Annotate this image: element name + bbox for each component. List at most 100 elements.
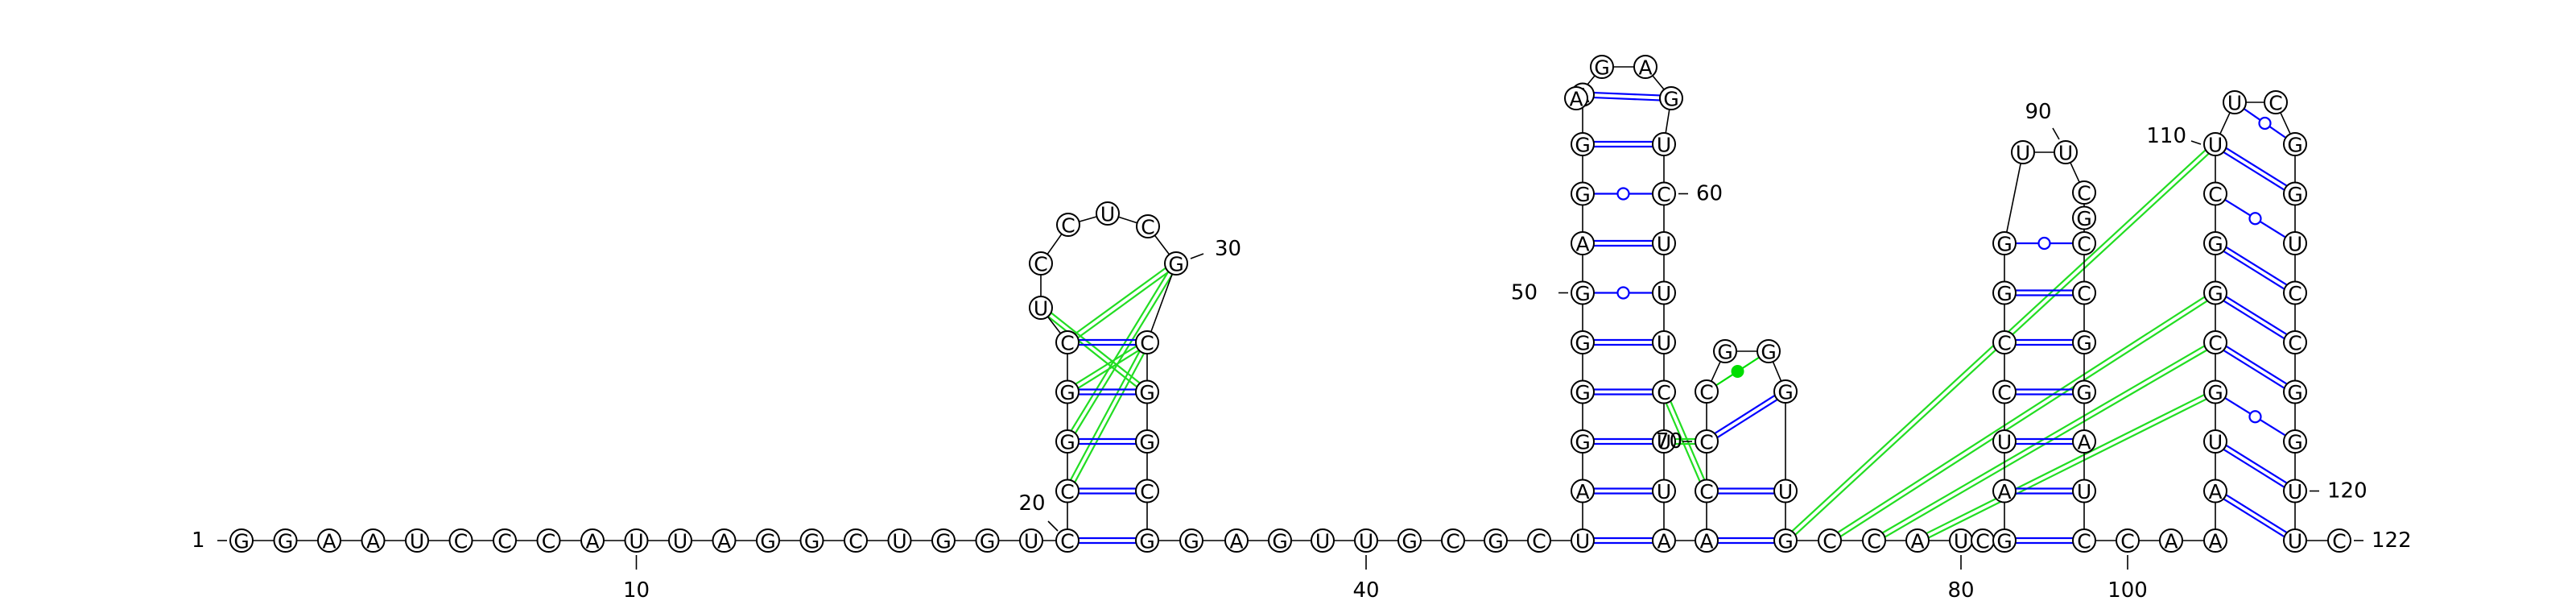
nucleotide-letter: A xyxy=(2164,530,2178,553)
nucleotide-73: G xyxy=(1757,339,1781,364)
base-pair-canonical xyxy=(1594,388,1653,396)
base-pair-canonical xyxy=(2016,537,2073,545)
nucleotide-circle xyxy=(2203,330,2227,354)
nucleotide-120: U xyxy=(2283,479,2307,503)
backbone-link xyxy=(2219,112,2231,135)
nucleotide-letter: G xyxy=(1575,332,1590,355)
nucleotide-circle xyxy=(1354,528,1378,553)
nucleotide-46: A xyxy=(1571,479,1595,503)
position-label-10: 10 xyxy=(623,578,650,603)
nucleotide-letter: A xyxy=(1229,530,1243,553)
nucleotide-40: U xyxy=(1354,528,1378,553)
nucleotide-69: C xyxy=(1695,479,1719,503)
backbone-link xyxy=(2280,112,2291,135)
nucleotide-circle xyxy=(844,528,868,553)
nucleotide-letter: G xyxy=(278,530,293,553)
nucleotide-51: A xyxy=(1571,231,1595,256)
base-pair-canonical xyxy=(1079,437,1136,445)
base-pair-canonical xyxy=(1079,487,1136,495)
nucleotide-81: C xyxy=(1971,528,1995,553)
nucleotide-circle xyxy=(1571,379,1595,404)
nucleotide-circle xyxy=(1397,528,1422,553)
nucleotide-circle xyxy=(1571,181,1595,206)
position-tick xyxy=(1190,253,1204,259)
nucleotide-circle xyxy=(229,528,254,553)
nucleotide-circle xyxy=(1055,479,1080,503)
base-pair-canonical xyxy=(1593,91,1661,102)
nucleotide-letter: C xyxy=(1997,332,2011,355)
nucleotide-circle xyxy=(1713,339,1737,363)
nucleotide-letter: U xyxy=(1657,233,1671,256)
nucleotide-circle xyxy=(2283,280,2307,305)
nucleotide-circle xyxy=(1695,479,1719,503)
pseudoknot-pair xyxy=(1075,345,1140,389)
base-pair-wobble xyxy=(2224,198,2286,238)
nucleotide-2: G xyxy=(273,528,298,553)
nucleotide-83: A xyxy=(1992,479,2017,503)
nucleotide-121: U xyxy=(2283,528,2307,553)
pseudoknot-pair xyxy=(1070,271,1174,434)
nucleotide-circle xyxy=(2283,479,2307,503)
nucleotide-8: C xyxy=(536,528,561,553)
pseudoknot-pair xyxy=(1665,400,1706,483)
base-pair-wobble xyxy=(1594,187,1653,201)
nucleotide-letter: G xyxy=(804,530,819,553)
nucleotide-circle xyxy=(1652,330,1676,354)
nucleotide-93: C xyxy=(2072,231,2096,256)
nucleotide-circle xyxy=(2203,379,2227,404)
nucleotide-letter: G xyxy=(1996,233,2012,256)
nucleotide-circle xyxy=(2283,132,2307,156)
nucleotide-letter: U xyxy=(1997,431,2012,454)
nucleotide-letter: G xyxy=(2287,431,2302,454)
nucleotide-letter: G xyxy=(1059,431,1075,454)
nucleotide-letter: G xyxy=(2287,183,2302,206)
base-pair-wobble xyxy=(2016,236,2073,251)
nucleotide-circle xyxy=(1571,132,1595,156)
nucleotide-letter: C xyxy=(1699,431,1713,454)
nucleotide-letter: G xyxy=(1575,282,1590,305)
position-tick xyxy=(2190,140,2202,145)
nucleotide-letter: C xyxy=(2208,183,2222,206)
base-pair-canonical xyxy=(2223,147,2288,191)
nucleotide-letter: U xyxy=(2288,480,2302,503)
nucleotide-letter: G xyxy=(1777,530,1793,553)
pseudoknot-pair xyxy=(1047,312,1141,388)
nucleotide-letter: C xyxy=(1140,332,1154,355)
nucleotide-7: C xyxy=(493,528,517,553)
nucleotide-letter: C xyxy=(1061,214,1075,238)
nucleotide-24: C xyxy=(1055,330,1080,355)
nucleotide-letter: A xyxy=(1575,480,1589,503)
nucleotide-circle xyxy=(1564,86,1588,110)
nucleotide-letter: U xyxy=(1100,203,1115,226)
nucleotide-letter: U xyxy=(2077,480,2091,503)
nucleotide-letter: G xyxy=(1183,530,1199,553)
nucleotide-76: G xyxy=(1773,528,1798,553)
nucleotide-circle xyxy=(1652,379,1676,404)
base-pair-canonical xyxy=(2016,437,2073,445)
nucleotide-letter: C xyxy=(2332,530,2346,553)
nucleotide-letter: G xyxy=(1575,183,1590,206)
pseudoknot-layer xyxy=(1047,149,2210,539)
backbone-link xyxy=(1150,273,1173,333)
position-label-80: 80 xyxy=(1947,578,1974,603)
nucleotide-circle xyxy=(1055,379,1080,404)
nucleotide-circle xyxy=(2072,528,2096,553)
nucleotide-72: G xyxy=(1713,339,1737,364)
nucleotide-circle xyxy=(1055,528,1080,553)
nucleotide-circle xyxy=(1571,280,1595,305)
nucleotide-circle xyxy=(1019,528,1043,553)
nucleotide-16: U xyxy=(887,528,912,553)
backbone-link xyxy=(2006,163,2021,233)
nucleotide-letter: U xyxy=(673,530,687,553)
nucleotide-circle xyxy=(2054,140,2078,164)
nucleotide-circle xyxy=(2203,429,2227,454)
nucleotide-letter: G xyxy=(760,530,775,553)
nucleotide-circle xyxy=(2203,528,2227,553)
position-label-120: 120 xyxy=(2327,479,2368,503)
nucleotide-57: A xyxy=(1633,55,1657,80)
nucleotide-100: C xyxy=(2116,528,2140,553)
nucleotide-letter: G xyxy=(1139,381,1154,404)
nucleotide-letter: C xyxy=(2288,282,2301,305)
nucleotide-18: G xyxy=(975,528,1000,553)
nucleotide-circle xyxy=(2283,379,2307,404)
